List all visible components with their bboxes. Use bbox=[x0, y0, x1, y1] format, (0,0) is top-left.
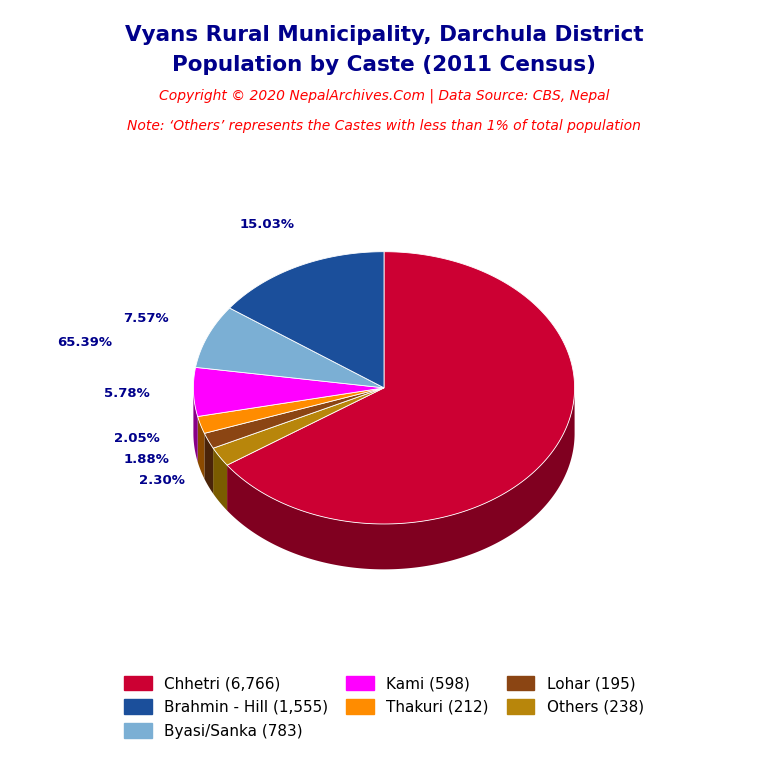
Text: Population by Caste (2011 Census): Population by Caste (2011 Census) bbox=[172, 55, 596, 75]
Text: 15.03%: 15.03% bbox=[240, 217, 294, 230]
Text: 2.30%: 2.30% bbox=[139, 475, 185, 488]
Text: 65.39%: 65.39% bbox=[57, 336, 111, 349]
Polygon shape bbox=[214, 449, 227, 511]
Polygon shape bbox=[227, 389, 574, 569]
Text: Vyans Rural Municipality, Darchula District: Vyans Rural Municipality, Darchula Distr… bbox=[124, 25, 644, 45]
Polygon shape bbox=[197, 416, 204, 478]
Text: 5.78%: 5.78% bbox=[104, 387, 150, 400]
Polygon shape bbox=[197, 388, 384, 433]
Legend: Chhetri (6,766), Brahmin - Hill (1,555), Byasi/Sanka (783), Kami (598), Thakuri : Chhetri (6,766), Brahmin - Hill (1,555),… bbox=[118, 670, 650, 745]
Polygon shape bbox=[230, 252, 384, 388]
Polygon shape bbox=[204, 388, 384, 449]
Text: 7.57%: 7.57% bbox=[123, 312, 169, 325]
Polygon shape bbox=[214, 388, 384, 465]
Text: 2.05%: 2.05% bbox=[114, 432, 159, 445]
Polygon shape bbox=[194, 388, 197, 462]
Text: 1.88%: 1.88% bbox=[124, 453, 170, 466]
Polygon shape bbox=[194, 367, 384, 416]
Polygon shape bbox=[204, 433, 214, 494]
Text: Note: ‘Others’ represents the Castes with less than 1% of total population: Note: ‘Others’ represents the Castes wit… bbox=[127, 119, 641, 133]
Text: Copyright © 2020 NepalArchives.Com | Data Source: CBS, Nepal: Copyright © 2020 NepalArchives.Com | Dat… bbox=[159, 88, 609, 103]
Polygon shape bbox=[196, 308, 384, 388]
Polygon shape bbox=[227, 252, 574, 524]
